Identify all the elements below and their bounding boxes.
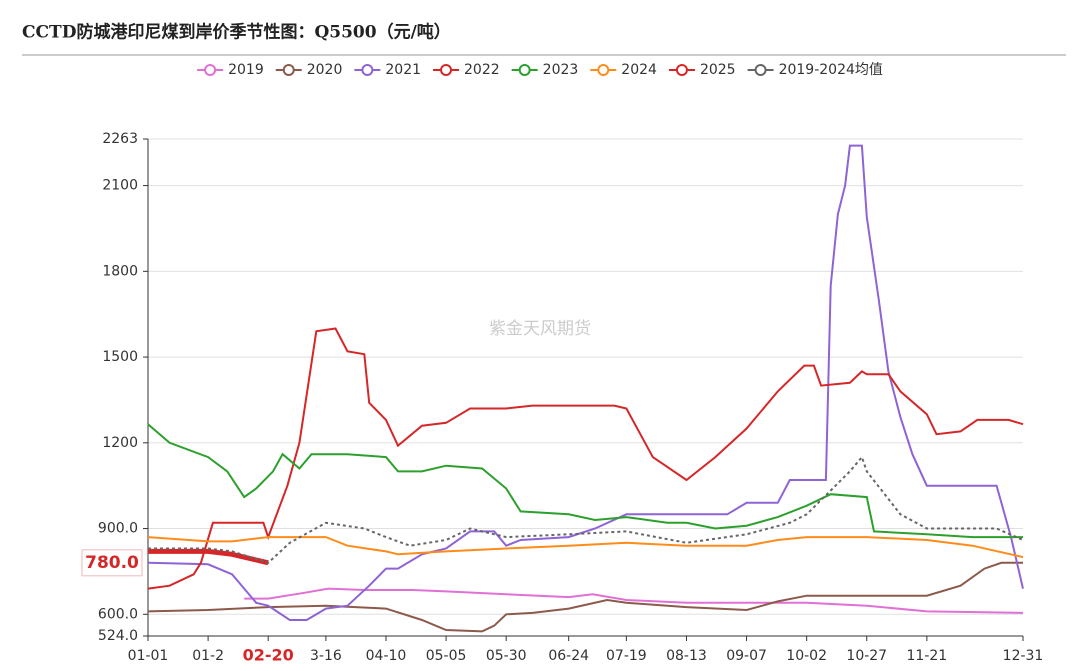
x-tick-label: 09-07 [726, 648, 767, 664]
series-line [147, 561, 1023, 633]
legend-marker [597, 64, 610, 76]
x-tick-label: 11-21 [907, 648, 948, 664]
legend-marker [754, 64, 767, 76]
x-tick-label: 01-01 [128, 648, 169, 664]
legend-label: 2023 [543, 62, 579, 78]
x-tick-label: 10-27 [846, 648, 887, 664]
chart-title: CCTD防城港印尼煤到岸价季节性图：Q5500（元/吨） [22, 22, 451, 43]
series-line [244, 587, 1024, 614]
legend-marker [440, 64, 453, 76]
x-tick-label: 01-2 [192, 648, 224, 664]
watermark: 紫金天风期货 [489, 319, 591, 339]
value-label-box [81, 549, 143, 577]
x-tick-label: 05-05 [426, 648, 467, 664]
x-tick-label: 12-31 [1003, 648, 1044, 664]
value-label: 780.0 [85, 553, 139, 573]
y-tick-label: 1200 [102, 435, 138, 451]
y-tick-label: 2263 [102, 131, 138, 147]
y-tick-label: 900.0 [98, 521, 138, 537]
legend-label: 2019 [228, 62, 264, 78]
x-tick-label: 10-02 [786, 648, 827, 664]
x-tick-label: 07-19 [606, 648, 647, 664]
legend: 2019 2020 2021 2022 2023 2024 2025 2019-2024均值 [197, 62, 883, 78]
x-tick-label: 06-24 [548, 648, 589, 664]
legend-marker [518, 64, 531, 76]
legend-marker [361, 64, 374, 76]
series-line [147, 327, 1024, 590]
y-tick-label: 524.0 [98, 628, 138, 644]
y-tick-label: 2100 [102, 178, 138, 194]
legend-label: 2022 [464, 62, 500, 78]
legend-label: 2020 [307, 62, 343, 78]
y-tick-label: 600.0 [98, 606, 138, 622]
x-tick-label: 08-13 [666, 648, 707, 664]
series-line [147, 423, 1023, 539]
x-tick-label: 05-30 [486, 648, 527, 664]
legend-label: 2025 [700, 62, 736, 78]
series-line [147, 144, 1024, 621]
legend-marker [675, 64, 688, 76]
legend-label: 2019-2024均值 [779, 62, 883, 78]
legend-marker [204, 64, 217, 76]
y-tick-label: 1500 [102, 349, 138, 365]
x-tick-label: 04-10 [366, 648, 407, 664]
series-line [147, 536, 1024, 559]
x-tick-label: 3-16 [310, 648, 342, 664]
series-line [148, 548, 269, 566]
legend-label: 2021 [385, 62, 421, 78]
x-tick-label: 02-20 [243, 646, 294, 665]
y-tick-label: 1800 [102, 263, 138, 279]
legend-label: 2024 [621, 62, 657, 78]
series-line [148, 455, 1024, 564]
legend-marker [282, 64, 295, 76]
